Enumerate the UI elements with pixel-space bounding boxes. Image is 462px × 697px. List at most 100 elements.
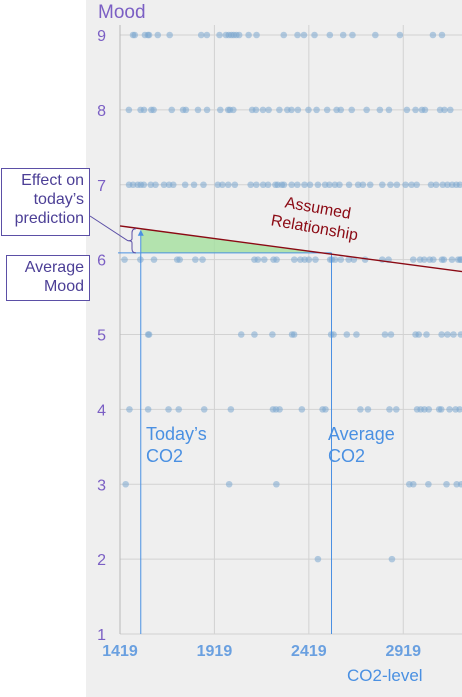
data-point bbox=[131, 31, 139, 39]
data-point bbox=[345, 256, 352, 263]
data-point bbox=[224, 181, 232, 189]
y-tick-label: 7 bbox=[97, 178, 106, 195]
data-point bbox=[388, 555, 396, 563]
y-tick-label: 2 bbox=[97, 552, 106, 569]
data-point bbox=[306, 181, 314, 189]
average-mood-label-line1: Average bbox=[24, 259, 84, 276]
data-point bbox=[280, 31, 288, 39]
data-point bbox=[231, 181, 239, 189]
effect-annotation-box: Effect on today’s prediction bbox=[1, 168, 90, 236]
data-point bbox=[438, 31, 446, 39]
data-point bbox=[385, 106, 393, 114]
data-point bbox=[190, 181, 198, 189]
data-point bbox=[176, 256, 183, 263]
data-point bbox=[219, 181, 226, 189]
data-point bbox=[290, 331, 298, 338]
y-tick-label: 9 bbox=[97, 28, 106, 45]
data-point bbox=[294, 106, 302, 114]
data-point bbox=[443, 480, 450, 488]
data-point bbox=[457, 331, 462, 338]
data-point bbox=[359, 181, 367, 189]
data-point bbox=[427, 181, 435, 189]
data-point bbox=[265, 106, 272, 114]
data-point bbox=[423, 331, 430, 338]
data-point bbox=[336, 181, 343, 189]
x-tick-label: 1919 bbox=[197, 643, 233, 660]
data-point bbox=[441, 106, 448, 114]
data-point bbox=[181, 181, 189, 189]
data-point bbox=[337, 106, 345, 114]
data-point bbox=[294, 31, 301, 39]
data-point bbox=[456, 406, 462, 413]
guide-lines bbox=[118, 229, 333, 634]
average-co2-label-line1: Average bbox=[328, 424, 395, 444]
effect-label-line1: Effect on bbox=[21, 172, 84, 189]
data-point bbox=[364, 406, 372, 413]
average-mood-annotation-box: Average Mood bbox=[6, 255, 90, 301]
data-point bbox=[145, 31, 153, 39]
data-point bbox=[140, 106, 148, 114]
data-point bbox=[393, 181, 401, 189]
data-point bbox=[144, 406, 152, 413]
data-point bbox=[165, 406, 172, 413]
data-point bbox=[343, 331, 351, 338]
data-point bbox=[254, 256, 262, 263]
data-point bbox=[440, 256, 448, 263]
todays-co2-arrowhead bbox=[137, 229, 144, 236]
data-point bbox=[182, 106, 190, 114]
data-point bbox=[203, 106, 211, 114]
data-point bbox=[251, 331, 258, 338]
data-point bbox=[288, 181, 295, 189]
data-point bbox=[147, 181, 155, 189]
data-point bbox=[429, 256, 437, 263]
average-mood-label-line2: Mood bbox=[43, 278, 84, 295]
data-point bbox=[392, 406, 400, 413]
todays-co2-label: Today’s CO2 bbox=[146, 423, 207, 467]
data-point bbox=[276, 106, 283, 114]
data-points bbox=[121, 31, 462, 563]
data-point bbox=[259, 106, 267, 114]
data-point bbox=[154, 31, 162, 39]
data-point bbox=[313, 106, 320, 114]
data-point bbox=[305, 256, 313, 263]
data-point bbox=[409, 480, 417, 488]
data-point bbox=[122, 480, 129, 488]
data-point bbox=[429, 31, 437, 39]
todays-co2-label-line2: CO2 bbox=[146, 446, 184, 466]
data-point bbox=[169, 181, 177, 189]
data-point bbox=[444, 331, 451, 338]
y-tick-label: 1 bbox=[97, 627, 106, 644]
data-point bbox=[225, 480, 233, 488]
data-point bbox=[197, 31, 205, 39]
effect-brace-shape bbox=[127, 228, 137, 254]
data-point bbox=[280, 181, 288, 189]
data-point bbox=[322, 406, 329, 413]
data-point bbox=[425, 406, 433, 413]
data-point bbox=[413, 181, 420, 189]
data-point bbox=[300, 31, 308, 39]
data-point bbox=[273, 480, 280, 488]
data-point bbox=[409, 256, 417, 263]
data-point bbox=[200, 181, 207, 189]
data-point bbox=[448, 256, 456, 263]
data-point bbox=[314, 555, 322, 563]
data-point bbox=[199, 256, 206, 263]
data-point bbox=[150, 256, 158, 263]
data-point bbox=[314, 181, 322, 189]
data-point bbox=[247, 181, 254, 189]
data-point bbox=[432, 181, 440, 189]
data-point bbox=[216, 31, 223, 39]
x-tick-label: 1419 bbox=[102, 643, 138, 660]
data-point bbox=[412, 106, 419, 114]
data-point bbox=[259, 181, 267, 189]
data-point bbox=[376, 106, 384, 114]
effect-brace bbox=[89, 215, 137, 254]
x-tick-labels: 1419 1919 2419 2919 bbox=[102, 643, 421, 660]
data-point bbox=[194, 106, 202, 114]
data-point bbox=[214, 181, 222, 189]
data-point bbox=[126, 406, 133, 413]
data-point bbox=[312, 256, 319, 263]
data-point bbox=[403, 106, 411, 114]
data-point bbox=[121, 256, 128, 263]
